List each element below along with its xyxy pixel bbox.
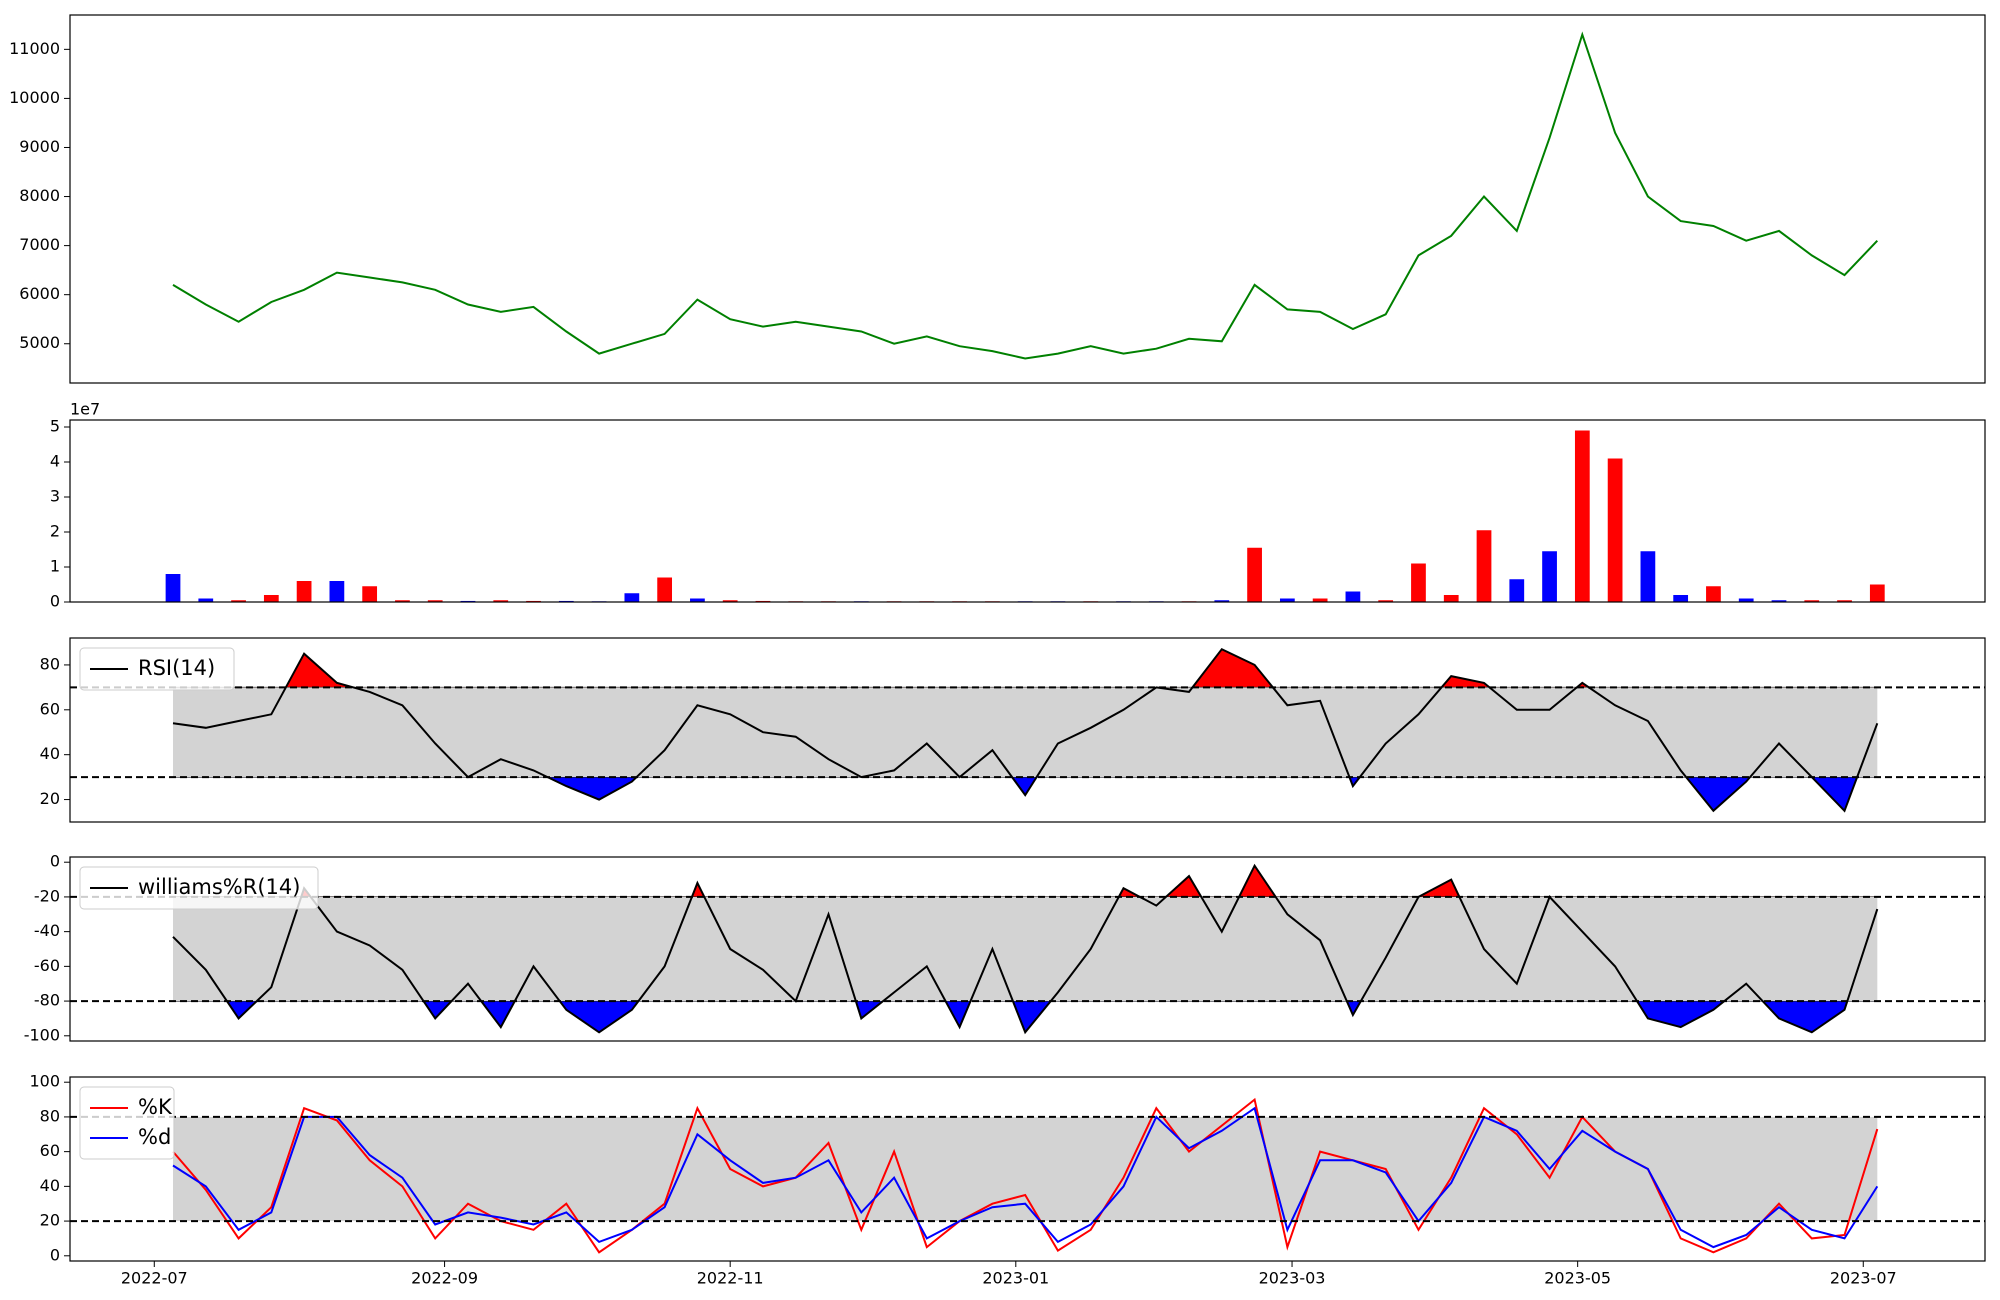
series-line	[172, 1097, 1879, 1254]
volume-bar	[1247, 547, 1262, 602]
volume-bar	[690, 598, 705, 602]
y-tick-label: 0	[50, 1245, 60, 1264]
volume-bar	[1279, 598, 1295, 602]
x-tick-label: 2023-01	[982, 1269, 1049, 1288]
y-tick-label: -100	[24, 1025, 60, 1044]
volume-bar	[1738, 598, 1754, 602]
axes-frame	[69, 637, 1986, 823]
volume-bar	[722, 600, 738, 602]
y-tick-label: -20	[34, 886, 60, 905]
y-tick-label: 100	[29, 1072, 60, 1091]
x-tick-label: 2023-07	[1830, 1269, 1897, 1288]
level-band	[173, 1116, 1878, 1222]
y-tick-label: 80	[40, 654, 60, 673]
volume-bar	[1771, 600, 1787, 602]
y-tick-label: 3	[50, 487, 60, 506]
y-tick-label: 7000	[19, 235, 60, 254]
volume-bar	[329, 581, 345, 602]
y-tick-label: 2	[50, 522, 60, 541]
volume-bar	[493, 600, 509, 602]
volume-bar	[1804, 600, 1820, 602]
y-tick-label: 40	[40, 744, 60, 763]
y-tick-label: 20	[40, 1211, 60, 1230]
legend-box	[79, 866, 319, 910]
volume-bar	[1411, 563, 1426, 602]
y-tick-label: 40	[40, 1176, 60, 1195]
y-tick-label: 20	[40, 789, 60, 808]
volume-bar	[231, 600, 246, 602]
volume-bar	[198, 598, 214, 602]
volume-bar	[1476, 530, 1492, 602]
y-tick-label: 80	[40, 1106, 60, 1125]
volume-bar	[1837, 600, 1852, 602]
axes-frame	[69, 419, 1986, 603]
series-line	[172, 1106, 1879, 1249]
volume-bar	[362, 586, 378, 602]
x-tick-label: 2023-05	[1544, 1269, 1611, 1288]
fill-above	[172, 648, 1878, 688]
volume-bar	[1345, 591, 1361, 602]
y-tick-label: 5000	[19, 333, 60, 352]
y-tick-label: 4	[50, 452, 60, 471]
legend-label: RSI(14)	[138, 656, 215, 680]
series-line	[172, 863, 1879, 1035]
legend-box	[79, 647, 235, 691]
y-tick-label: 0	[50, 592, 60, 611]
volume-bar	[1378, 600, 1394, 602]
volume-bar	[1542, 551, 1557, 602]
y-tick-label: 10000	[9, 88, 60, 107]
volume-bar	[1312, 598, 1328, 602]
level-band	[173, 896, 1878, 1002]
volume-bar	[1607, 458, 1623, 602]
x-tick-label: 2023-03	[1259, 1269, 1326, 1288]
series-line	[172, 31, 1879, 360]
y-tick-label: 60	[40, 699, 60, 718]
x-tick-label: 2022-11	[697, 1269, 764, 1288]
volume-bar	[296, 581, 312, 602]
y-tick-label: 8000	[19, 186, 60, 205]
volume-bar	[1509, 579, 1525, 602]
y-tick-label: 11000	[9, 39, 60, 58]
volume-bar	[657, 577, 673, 602]
volume-bar	[1640, 551, 1656, 602]
y-tick-label: 9000	[19, 137, 60, 156]
volume-bar	[624, 593, 640, 602]
volume-bar	[1574, 430, 1590, 602]
y-tick-label: 6000	[19, 284, 60, 303]
offset-text: 1e7	[70, 400, 100, 419]
y-tick-label: 5	[50, 417, 60, 436]
volume-bar	[165, 574, 181, 602]
y-tick-label: -40	[34, 921, 60, 940]
volume-bar	[1443, 595, 1459, 602]
y-tick-label: -80	[34, 991, 60, 1010]
volume-bar	[1869, 584, 1885, 602]
volume-bar	[427, 600, 443, 602]
y-tick-label: 60	[40, 1141, 60, 1160]
legend-box	[79, 1086, 175, 1160]
y-tick-label: 1	[50, 557, 60, 576]
y-tick-label: 0	[50, 852, 60, 871]
axes-frame	[69, 856, 1986, 1042]
series-line	[172, 647, 1879, 813]
volume-bar	[263, 595, 279, 602]
x-tick-label: 2022-07	[121, 1269, 188, 1288]
volume-bar	[1706, 586, 1721, 602]
axes-frame	[69, 1076, 1986, 1262]
legend-label: %K	[138, 1095, 173, 1119]
volume-bar	[395, 600, 410, 602]
x-tick-label: 2022-09	[411, 1269, 478, 1288]
legend-label: williams%R(14)	[138, 875, 300, 899]
volume-bar	[1673, 595, 1689, 602]
axes-frame	[69, 14, 1986, 384]
volume-bar	[1214, 600, 1230, 602]
level-band	[173, 687, 1878, 778]
y-tick-label: -60	[34, 956, 60, 975]
legend-label: %d	[138, 1125, 171, 1149]
fill-above	[172, 864, 1878, 897]
